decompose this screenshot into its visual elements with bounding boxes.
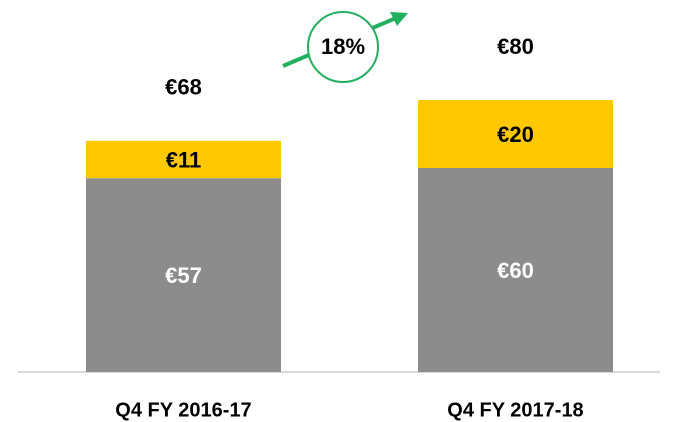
value-label: €20 [497,122,534,147]
category-label: Q4 FY 2016-17 [115,399,251,421]
bar-segment [418,100,613,168]
bar-segment [86,178,281,372]
bar-segment [418,168,613,372]
growth-circle [307,11,379,83]
total-label: €68 [165,75,202,100]
value-label: €57 [165,263,202,288]
category-label: Q4 FY 2017-18 [447,399,583,421]
value-label: €60 [497,258,534,283]
arrow-head [390,12,408,26]
total-label: €80 [497,34,534,59]
growth-annotation: 18% [282,11,408,83]
growth-label: 18% [321,34,365,59]
bar-segment [86,140,281,179]
value-label: €11 [166,147,202,172]
